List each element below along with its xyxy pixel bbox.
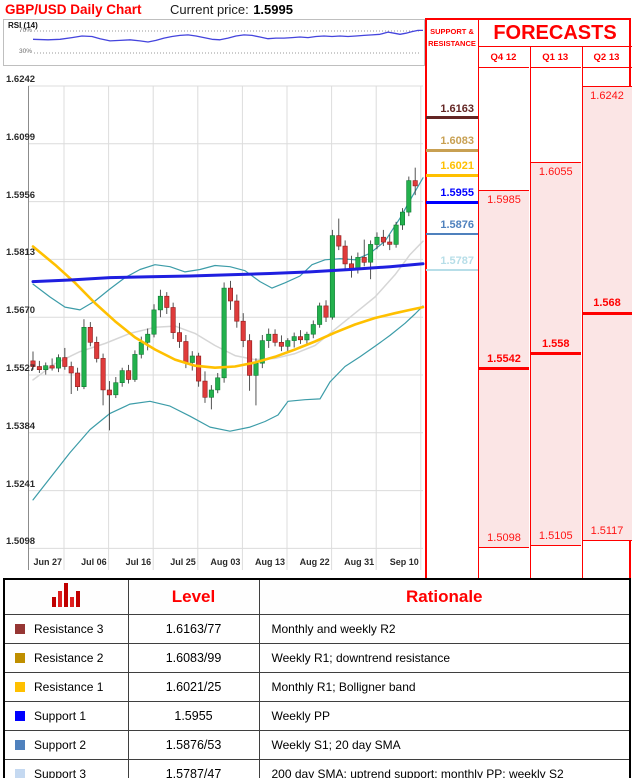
x-axis-tick-label: Jun 27 <box>33 557 62 567</box>
page-title: GBP/USD Daily Chart <box>5 2 142 17</box>
sr-level-label: 1.6021 <box>440 160 474 173</box>
forecast-mid-label: 1.568 <box>593 297 621 310</box>
x-axis-tick-label: Aug 13 <box>254 557 285 567</box>
forecast-mid-label: 1.5542 <box>487 352 521 365</box>
x-axis-tick-label: Jul 16 <box>125 557 152 567</box>
sr-level-line <box>426 200 478 204</box>
level-value-cell: 1.6021/25 <box>127 672 260 702</box>
y-axis-tick-label: 1.5670 <box>6 305 36 317</box>
rsi-panel <box>3 19 425 66</box>
y-axis-tick-label: 1.5241 <box>6 478 36 490</box>
levels-table: Level Rationale Resistance 3 1.6163/77 Mon… <box>3 578 631 778</box>
levels-table-body: Resistance 3 1.6163/77 Monthly and weekly … <box>3 614 631 778</box>
rsi-70-tick: 70% <box>18 27 32 34</box>
level-color-swatch <box>15 769 25 778</box>
forecast-low-label: 1.5105 <box>538 529 573 542</box>
sr-level-label: 1.5955 <box>440 187 474 199</box>
table-row: Support 2 1.5876/53 Weekly S1; 20 day SMA <box>3 730 631 760</box>
current-price-label: Current price: <box>169 2 249 17</box>
forecast-high-label: 1.5985 <box>487 193 521 206</box>
x-axis-tick-label: Jul 25 <box>170 557 196 567</box>
report-header: GBP/USD Daily Chart Current price: 1.599… <box>5 1 293 18</box>
y-axis-tick-label: 1.6099 <box>6 131 36 143</box>
level-color-swatch <box>15 740 25 750</box>
level-value-cell: 1.6083/99 <box>127 643 260 673</box>
sr-level-line <box>426 149 478 152</box>
level-name-cell: Support 1 <box>3 701 129 731</box>
forecast-quarter-header: Q4 12 <box>478 47 529 68</box>
rsi-30-tick: 30% <box>18 48 32 55</box>
table-row: Resistance 3 1.6163/77 Monthly and weekly … <box>3 614 631 644</box>
levels-table-header-row: Level Rationale <box>3 578 631 615</box>
forecast-mid-line <box>582 311 632 315</box>
x-axis-tick-label: Sep 10 <box>389 557 419 567</box>
x-axis-tick-label: Aug 31 <box>344 557 375 567</box>
x-axis-tick-label: Jul 06 <box>81 557 107 567</box>
level-color-swatch <box>15 653 25 663</box>
current-price-value: 1.5995 <box>253 2 293 17</box>
forecast-col-divider-1 <box>529 47 531 580</box>
level-color-swatch <box>15 682 25 692</box>
rationale-column-header: Rationale <box>258 578 631 615</box>
table-row: Resistance 2 1.6083/99 Weekly R1; downtren… <box>3 643 631 673</box>
sr-level-label: 1.6163 <box>440 102 474 115</box>
y-axis-tick-label: 1.6242 <box>6 74 36 85</box>
rationale-cell: 200 day SMA: uptrend support; monthly PP… <box>258 759 631 778</box>
forecast-mid-line <box>530 352 581 356</box>
sr-level-label: 1.6083 <box>440 135 474 148</box>
forecast-quarter-header: Q1 13 <box>529 47 581 68</box>
forecasts-title: FORECASTS <box>478 18 632 47</box>
forecast-low-label: 1.5117 <box>590 524 624 537</box>
forecast-mid-line <box>479 367 529 371</box>
level-name-cell: Resistance 2 <box>3 643 129 673</box>
rationale-cell: Monthly R1; Bolligner band <box>258 672 631 702</box>
rationale-cell: Weekly R1; downtrend resistance <box>258 643 631 673</box>
forecast-quarter-header: Q2 13 <box>581 47 632 68</box>
y-axis-tick-label: 1.5956 <box>6 189 36 201</box>
table-row: Support 1 1.5955 Weekly PP <box>3 701 631 731</box>
forecast-high-label: 1.6055 <box>538 165 573 178</box>
level-color-swatch <box>15 624 25 634</box>
table-row: Resistance 1 1.6021/25 Monthly R1; Bollign… <box>3 672 631 702</box>
levels-table-wrap: Level Rationale Resistance 3 1.6163/77 Mon… <box>3 578 631 778</box>
level-value-cell: 1.5876/53 <box>127 730 260 760</box>
x-axis-tick-label: Aug 22 <box>299 557 330 567</box>
sr-forecast-divider <box>478 18 479 580</box>
forecast-col-divider-2 <box>581 47 583 580</box>
level-name-cell: Resistance 1 <box>3 672 129 702</box>
y-axis-tick-label: 1.5384 <box>6 420 36 432</box>
rationale-cell: Weekly S1; 20 day SMA <box>258 730 631 760</box>
level-value-cell: 1.5787/47 <box>127 759 260 778</box>
rationale-cell: Monthly and weekly R2 <box>258 614 631 644</box>
y-axis-tick-label: 1.5527 <box>6 363 36 374</box>
level-name-cell: Resistance 3 <box>3 614 129 644</box>
level-value-cell: 1.6163/77 <box>127 614 260 644</box>
forecast-low-label: 1.5098 <box>487 532 521 545</box>
x-axis-tick-label: Aug 03 <box>210 557 241 567</box>
sr-column-header: SUPPORT & RESISTANCE <box>428 27 476 48</box>
sr-level-line <box>426 116 478 120</box>
legend-header-cell <box>3 578 129 615</box>
sr-level-line <box>426 174 478 177</box>
level-column-header: Level <box>127 578 260 615</box>
y-axis-tick-label: 1.5813 <box>6 247 36 259</box>
rationale-cell: Weekly PP <box>258 701 631 731</box>
sr-level-line <box>426 268 478 272</box>
level-name-cell: Support 3 <box>3 759 129 778</box>
bar-chart-icon <box>52 582 81 607</box>
level-name-cell: Support 2 <box>3 730 129 760</box>
forecast-mid-label: 1.558 <box>541 337 570 350</box>
sr-level-label: 1.5787 <box>440 254 474 267</box>
rsi-label: RSI (14) <box>8 21 38 30</box>
table-row: Support 3 1.5787/47 200 day SMA: uptrend s… <box>3 759 631 778</box>
level-color-swatch <box>15 711 25 721</box>
y-axis-tick-label: 1.5098 <box>6 536 36 548</box>
level-value-cell: 1.5955 <box>127 701 260 731</box>
forecast-high-label: 1.6242 <box>590 90 624 102</box>
sr-level-label: 1.5876 <box>440 218 474 231</box>
sr-level-line <box>426 232 478 236</box>
